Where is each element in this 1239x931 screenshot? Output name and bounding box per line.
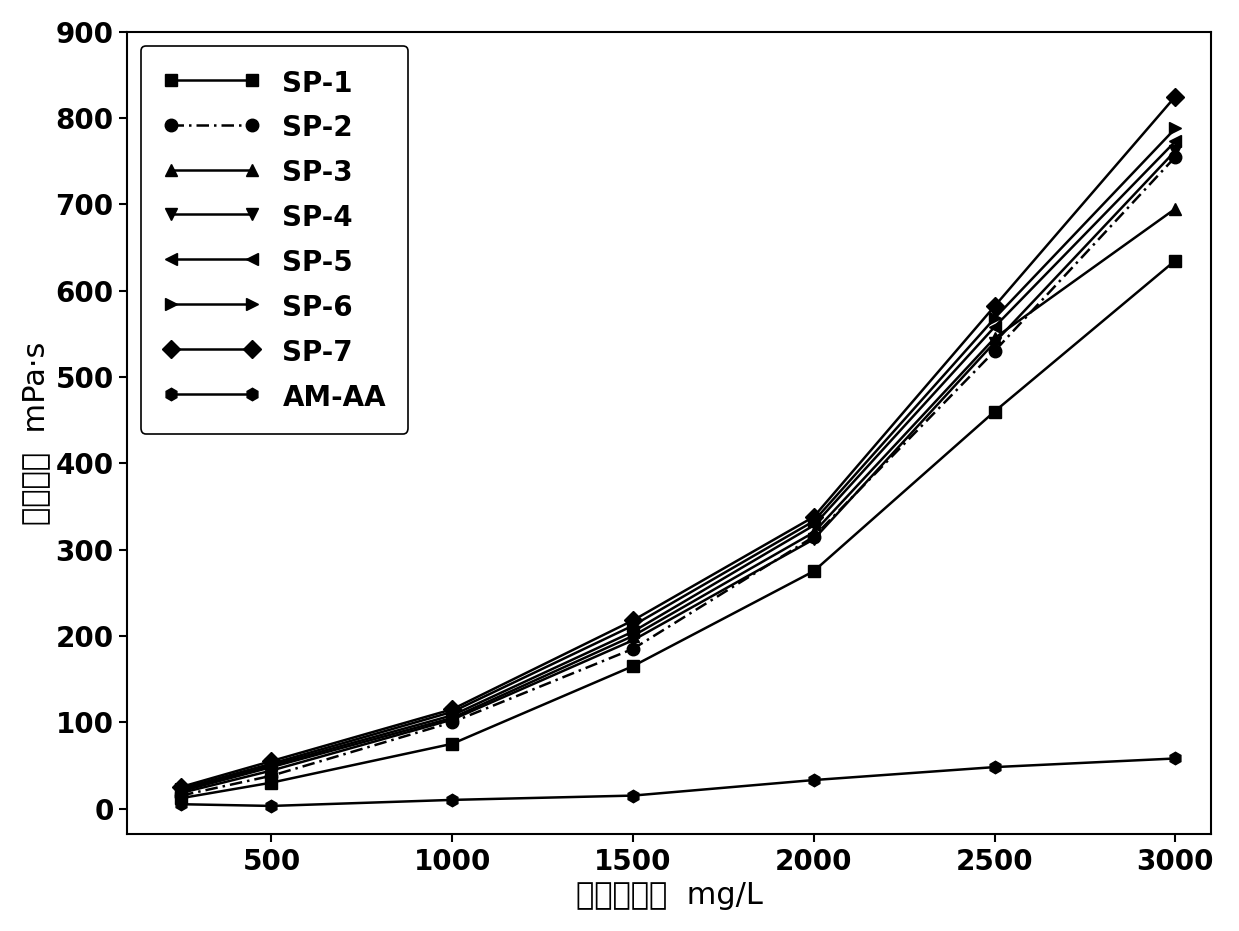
SP-4 — [445, 714, 460, 725]
SP-2 — [626, 643, 641, 654]
SP-7 — [1168, 91, 1183, 102]
SP-7 — [173, 781, 188, 792]
SP-7 — [626, 614, 641, 626]
AM-AA — [987, 762, 1002, 773]
Y-axis label: 表观粘度  mPa·s: 表观粘度 mPa·s — [21, 342, 50, 525]
SP-7 — [807, 511, 821, 522]
AM-AA — [1168, 753, 1183, 764]
SP-7 — [987, 301, 1002, 312]
Line: SP-5: SP-5 — [175, 135, 1182, 797]
Line: SP-2: SP-2 — [175, 151, 1182, 802]
Legend: SP-1, SP-2, SP-3, SP-4, SP-5, SP-6, SP-7, AM-AA: SP-1, SP-2, SP-3, SP-4, SP-5, SP-6, SP-7… — [141, 46, 408, 434]
SP-4 — [264, 765, 279, 776]
SP-1 — [1168, 255, 1183, 266]
SP-4 — [173, 788, 188, 799]
SP-5 — [173, 785, 188, 796]
AM-AA — [626, 790, 641, 802]
SP-1 — [626, 661, 641, 672]
SP-5 — [264, 760, 279, 771]
SP-4 — [987, 337, 1002, 348]
SP-6 — [445, 707, 460, 718]
SP-3 — [626, 630, 641, 641]
SP-6 — [987, 313, 1002, 324]
Line: SP-4: SP-4 — [175, 144, 1182, 799]
SP-3 — [1168, 203, 1183, 214]
SP-1 — [173, 792, 188, 803]
Line: SP-7: SP-7 — [175, 90, 1182, 793]
SP-6 — [807, 516, 821, 527]
SP-6 — [626, 620, 641, 631]
Line: SP-3: SP-3 — [175, 203, 1182, 798]
SP-2 — [264, 770, 279, 781]
SP-1 — [264, 777, 279, 789]
Line: SP-6: SP-6 — [175, 122, 1182, 795]
SP-1 — [445, 738, 460, 749]
SP-6 — [1168, 123, 1183, 134]
SP-6 — [264, 758, 279, 769]
SP-2 — [445, 717, 460, 728]
SP-4 — [1168, 145, 1183, 156]
AM-AA — [445, 794, 460, 805]
SP-4 — [626, 635, 641, 646]
SP-3 — [807, 527, 821, 538]
SP-2 — [807, 531, 821, 542]
SP-2 — [987, 345, 1002, 357]
SP-5 — [626, 626, 641, 637]
SP-5 — [807, 519, 821, 531]
SP-5 — [987, 321, 1002, 332]
AM-AA — [807, 775, 821, 786]
SP-6 — [173, 783, 188, 794]
SP-5 — [1168, 136, 1183, 147]
SP-4 — [807, 533, 821, 545]
SP-3 — [173, 786, 188, 797]
SP-7 — [445, 704, 460, 715]
SP-5 — [445, 709, 460, 721]
SP-7 — [264, 755, 279, 766]
SP-2 — [1168, 152, 1183, 163]
Line: AM-AA: AM-AA — [175, 752, 1182, 812]
SP-2 — [173, 790, 188, 802]
SP-3 — [445, 712, 460, 723]
SP-1 — [807, 566, 821, 577]
Line: SP-1: SP-1 — [175, 254, 1182, 804]
AM-AA — [173, 799, 188, 810]
X-axis label: 聚合物浓度  mg/L: 聚合物浓度 mg/L — [576, 881, 762, 911]
SP-1 — [987, 406, 1002, 417]
SP-3 — [264, 762, 279, 773]
SP-3 — [987, 332, 1002, 344]
AM-AA — [264, 801, 279, 812]
